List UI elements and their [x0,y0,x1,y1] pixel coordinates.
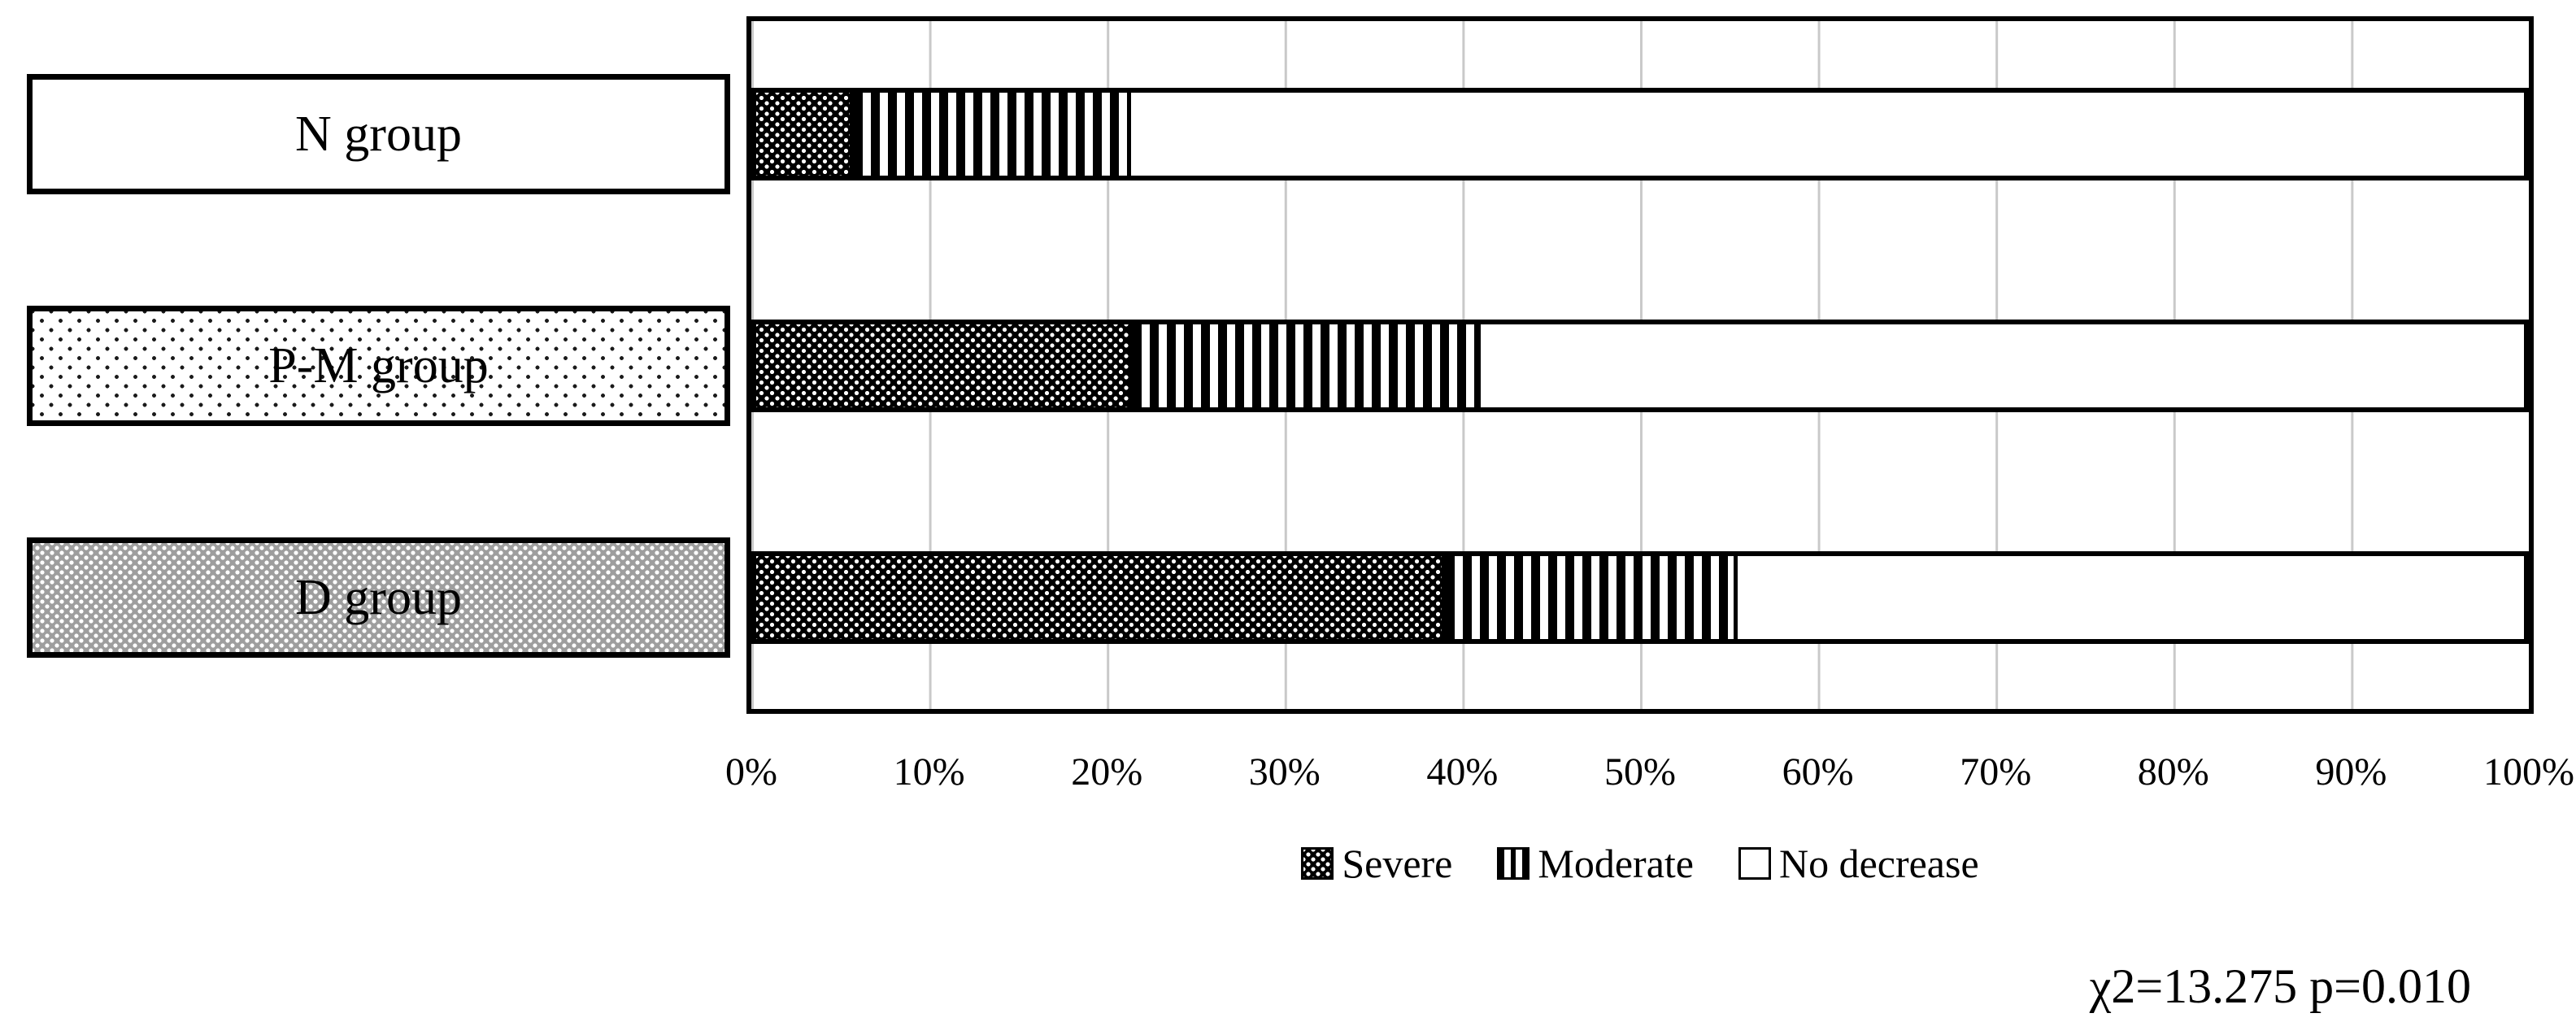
category-label: N group [295,107,462,162]
bar-segment-moderate [1133,324,1482,407]
x-tick-label: 30% [1248,750,1321,794]
x-tick-label: 40% [1426,750,1499,794]
x-tick-label: 0% [725,750,777,794]
legend-label: Severe [1342,841,1453,886]
severe-swatch-icon [1301,847,1334,880]
bar-segment-severe [756,556,1446,639]
category-label: P-M group [268,338,489,394]
category-label: D group [295,570,462,625]
bar-segment-severe [756,324,1134,407]
category-box-p-m-group: P-M group [27,306,730,426]
chi-square-annotation: χ2=13.275 p=0.010 [2089,959,2471,1013]
bar-segment-moderate [853,93,1131,176]
bar [751,88,2529,180]
legend: Severe Moderate No decrease [751,839,2529,888]
bar [751,320,2529,412]
legend-item-moderate: Moderate [1497,843,1694,884]
x-axis: 0% 10% 20% 30% 40% 50% 60% 70% 80% 90% 100% [725,750,2574,795]
legend-label: Moderate [1538,841,1694,886]
moderate-swatch-icon [1497,847,1530,880]
x-tick-label: 80% [2137,750,2209,794]
category-box-n-group: N group [27,74,730,194]
legend-item-severe: Severe [1301,843,1452,884]
legend-label: No decrease [1778,841,1979,886]
x-tick-label: 90% [2315,750,2387,794]
x-tick-label: 50% [1604,750,1676,794]
bar-segment-no-decrease [1481,324,2524,407]
x-tick-label: 70% [1960,750,2032,794]
x-tick-label: 100% [2483,750,2574,794]
bar-segment-moderate [1445,556,1738,639]
no-decrease-swatch-icon [1738,847,1771,880]
bar-segment-no-decrease [1737,556,2524,639]
bar-segment-no-decrease [1130,93,2524,176]
legend-item-no-decrease: No decrease [1738,843,1979,884]
bar-segment-severe [756,93,854,176]
category-box-d-group: D group [27,537,730,658]
x-tick-label: 10% [893,750,965,794]
plot-area [746,16,2534,714]
x-tick-label: 20% [1071,750,1143,794]
bar [751,551,2529,644]
x-tick-label: 60% [1782,750,1854,794]
